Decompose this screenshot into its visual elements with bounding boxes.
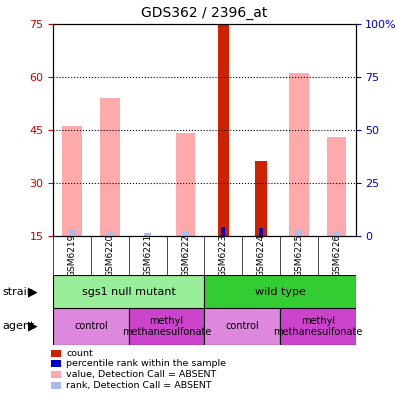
Bar — [327, 137, 346, 236]
Bar — [333, 231, 340, 236]
Text: ▶: ▶ — [28, 286, 38, 298]
Bar — [289, 73, 308, 236]
Text: GSM6224: GSM6224 — [257, 234, 265, 277]
Bar — [100, 98, 120, 236]
Bar — [53, 275, 205, 308]
Text: control: control — [74, 321, 108, 331]
Bar — [62, 126, 82, 236]
Text: methyl
methanesulfonate: methyl methanesulfonate — [273, 316, 363, 337]
Bar — [107, 231, 113, 236]
Bar — [205, 308, 280, 345]
Text: methyl
methanesulfonate: methyl methanesulfonate — [122, 316, 211, 337]
Bar — [259, 228, 263, 236]
Bar — [256, 162, 267, 236]
Bar — [176, 133, 196, 236]
Bar — [280, 308, 356, 345]
Bar — [53, 308, 129, 345]
Text: strain: strain — [2, 287, 34, 297]
Text: GSM6225: GSM6225 — [294, 234, 303, 277]
Bar — [144, 233, 151, 236]
Text: wild type: wild type — [254, 287, 305, 297]
Text: GSM6226: GSM6226 — [332, 234, 341, 277]
Text: sgs1 null mutant: sgs1 null mutant — [82, 287, 176, 297]
Bar — [222, 227, 225, 236]
Bar — [129, 308, 205, 345]
Bar — [218, 24, 229, 236]
Text: rank, Detection Call = ABSENT: rank, Detection Call = ABSENT — [66, 381, 212, 390]
Text: count: count — [66, 349, 93, 358]
Text: ▶: ▶ — [28, 320, 38, 333]
Text: GSM6221: GSM6221 — [143, 234, 152, 277]
Text: GSM6222: GSM6222 — [181, 234, 190, 277]
Bar — [182, 231, 189, 236]
Bar — [205, 275, 356, 308]
Text: GSM6219: GSM6219 — [68, 234, 77, 277]
Text: value, Detection Call = ABSENT: value, Detection Call = ABSENT — [66, 370, 216, 379]
Text: percentile rank within the sample: percentile rank within the sample — [66, 360, 226, 368]
Text: GSM6223: GSM6223 — [219, 234, 228, 277]
Text: GSM6220: GSM6220 — [105, 234, 115, 277]
Text: control: control — [225, 321, 259, 331]
Bar — [69, 230, 75, 236]
Title: GDS362 / 2396_at: GDS362 / 2396_at — [141, 6, 267, 20]
Text: agent: agent — [2, 321, 34, 331]
Bar — [295, 230, 302, 236]
